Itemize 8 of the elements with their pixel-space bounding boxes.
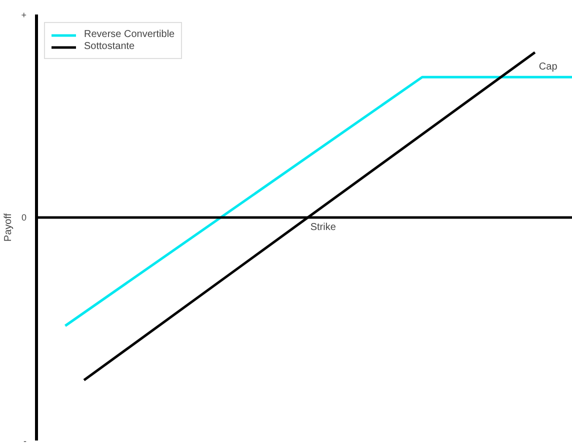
annotation: Cap (538, 61, 558, 72)
text: 0 (21, 212, 27, 223)
text: + (21, 10, 27, 20)
legend-label: Reverse Convertible (84, 29, 175, 40)
text: - (24, 436, 27, 446)
annotation: Strike (310, 222, 336, 234)
y-axis-title: Payoff (3, 213, 14, 242)
legend-label: Sottostante (84, 41, 135, 52)
